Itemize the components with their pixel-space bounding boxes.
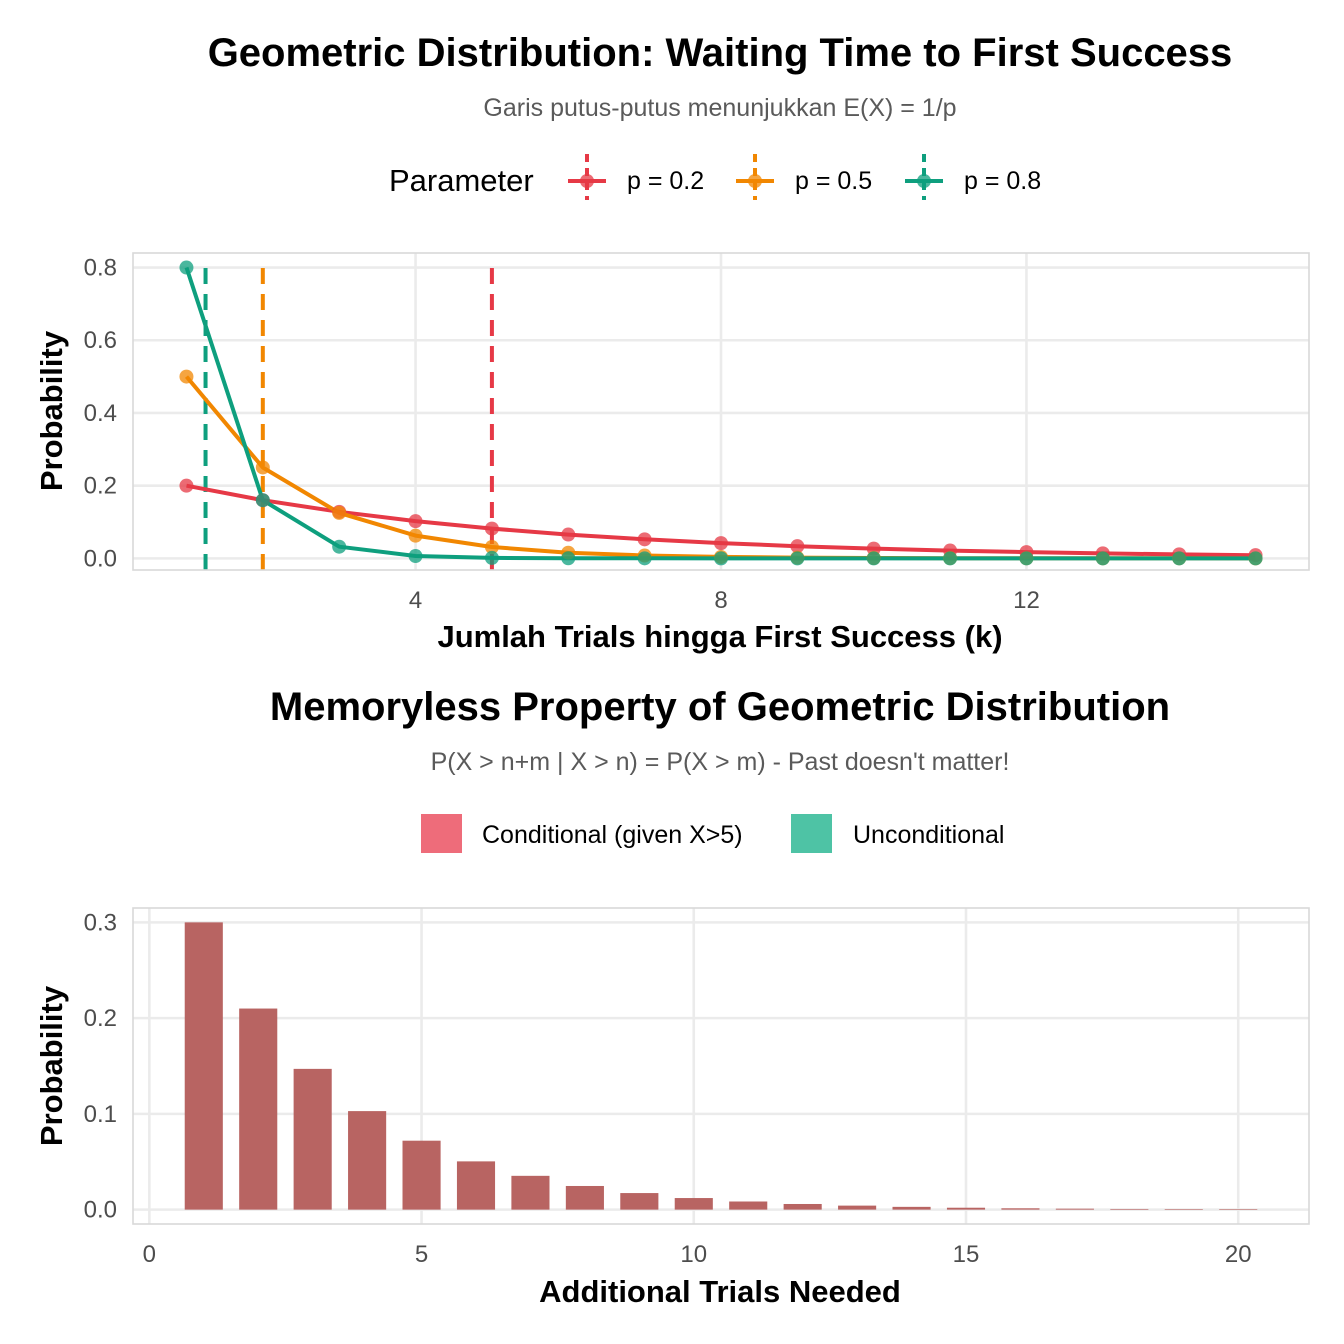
chart1-x-axis-title: Jumlah Trials hingga First Success (k) — [437, 619, 1002, 654]
chart1-point-p-0-2 — [179, 478, 194, 493]
chart2-bar — [293, 1068, 332, 1210]
chart2-bar — [892, 1206, 931, 1210]
chart1-x-tick-label: 12 — [1013, 587, 1040, 614]
chart1-point-p-0-2 — [561, 527, 576, 542]
chart1-axes: 4 8 12 0.0 0.2 0.4 0.6 0.8 — [84, 255, 1040, 614]
chart1-series — [179, 260, 1263, 566]
chart2-bar — [456, 1161, 496, 1210]
chart2-legend-label-conditional-given-x-5: Conditional (given X>5) — [482, 821, 743, 849]
chart1-legend-label-p-0-2: p = 0.2 — [627, 167, 704, 195]
chart1-point-p-0-5 — [332, 505, 347, 520]
chart2-bar — [184, 922, 223, 1210]
chart2-legend-key-unconditional — [791, 814, 832, 853]
chart1-point-p-0-8 — [637, 551, 652, 566]
chart1-point-p-0-2 — [484, 521, 499, 536]
chart1-point-p-0-2 — [790, 539, 805, 554]
chart1-title: Geometric Distribution: Waiting Time to … — [208, 31, 1233, 75]
chart2-bar — [402, 1140, 441, 1210]
chart1-x-tick-label: 4 — [409, 587, 422, 614]
chart1-point-p-0-8 — [1019, 551, 1034, 566]
chart1-point-p-0-5 — [179, 369, 194, 384]
chart1-point-p-0-8 — [1095, 551, 1110, 566]
chart1-point-p-0-8 — [332, 539, 347, 554]
chart2-bar — [239, 1008, 278, 1210]
chart2-bar — [729, 1201, 768, 1210]
chart2-legend: Conditional (given X>5) Unconditional — [421, 814, 1005, 853]
chart2-panel-border — [132, 907, 1310, 1225]
chart2-subtitle: P(X > n+m | X > n) = P(X > m) - Past doe… — [431, 748, 1010, 776]
chart2-bar — [783, 1203, 822, 1210]
chart1-point-p-0-2 — [637, 532, 652, 547]
chart2-bar — [674, 1198, 713, 1210]
chart2-bar — [1164, 1209, 1203, 1210]
chart2-y-tick-label: 0.0 — [84, 1197, 117, 1224]
chart1-grid — [133, 253, 1309, 570]
chart2-legend-key-conditional-given-x-5 — [421, 814, 462, 853]
chart1-legend-key-point-p-0-8 — [917, 174, 931, 188]
chart1-panel-border — [132, 252, 1310, 571]
chart2-bar — [1001, 1208, 1040, 1210]
chart1-point-p-0-8 — [714, 551, 728, 566]
chart1-y-tick-label: 0.6 — [84, 327, 117, 354]
chart1-point-p-0-8 — [408, 549, 423, 564]
chart1-point-p-0-8 — [179, 260, 194, 275]
chart1-x-tick-label: 8 — [714, 587, 727, 614]
chart2-bar — [1055, 1208, 1094, 1210]
chart2-y-tick-label: 0.1 — [84, 1101, 117, 1128]
chart1-subtitle: Garis putus-putus menunjukkan E(X) = 1/p — [483, 94, 956, 122]
chart1-point-p-0-8 — [255, 493, 270, 508]
chart2-x-axis-title: Additional Trials Needed — [539, 1274, 901, 1309]
chart1-point-p-0-8 — [943, 551, 958, 566]
chart2-axes: 0 5 10 15 20 0.0 0.1 0.2 0.3 — [84, 909, 1252, 1268]
chart1-point-p-0-5 — [408, 528, 423, 543]
chart1-y-tick-label: 0.0 — [84, 545, 117, 572]
chart2-bar — [1219, 1209, 1258, 1210]
chart1-point-p-0-2 — [408, 514, 423, 529]
chart1-point-p-0-5 — [484, 539, 499, 554]
chart1-legend-key-point-p-0-5 — [748, 174, 762, 188]
chart1-point-p-0-8 — [1248, 551, 1263, 566]
chart1-legend-key-point-p-0-2 — [580, 174, 594, 188]
chart2-bar — [348, 1111, 387, 1210]
chart2-x-tick-label: 10 — [680, 1241, 707, 1268]
chart1-legend: Parameter p = 0.2 p = 0.5 p = 0.8 — [389, 154, 1041, 200]
chart1-point-p-0-8 — [561, 551, 576, 566]
chart1-legend-label-p-0-8: p = 0.8 — [964, 167, 1041, 195]
chart2-y-tick-label: 0.3 — [84, 909, 117, 936]
chart2-y-tick-label: 0.2 — [84, 1005, 117, 1032]
chart2-x-tick-label: 20 — [1225, 1241, 1252, 1268]
chart2-panel — [132, 907, 1310, 1225]
chart1-legend-label-p-0-5: p = 0.5 — [795, 167, 872, 195]
chart2-bar — [565, 1185, 604, 1210]
chart1-legend-title: Parameter — [389, 163, 534, 198]
chart1-panel — [132, 252, 1310, 571]
chart1-y-tick-label: 0.4 — [84, 400, 117, 427]
chart1-y-tick-label: 0.2 — [84, 473, 117, 500]
chart2-legend-label-unconditional: Unconditional — [853, 821, 1005, 849]
chart1-point-p-0-8 — [1172, 551, 1187, 566]
chart2-bars — [184, 922, 1258, 1210]
chart1-point-p-0-2 — [714, 536, 728, 551]
chart2-x-tick-label: 5 — [415, 1241, 428, 1268]
chart2-title: Memoryless Property of Geometric Distrib… — [270, 685, 1170, 729]
chart1-point-p-0-5 — [255, 460, 270, 475]
chart2-y-axis-title: Probability — [34, 985, 69, 1146]
chart1-point-p-0-8 — [484, 550, 499, 565]
chart2-bar — [511, 1175, 550, 1210]
chart2-bar — [838, 1205, 877, 1210]
chart2-x-tick-label: 15 — [953, 1241, 980, 1268]
chart2-x-tick-label: 0 — [143, 1241, 156, 1268]
chart1-point-p-0-8 — [790, 551, 805, 566]
chart2-bar — [946, 1207, 986, 1210]
chart2-bar — [620, 1193, 659, 1210]
chart2-bar — [1110, 1208, 1149, 1210]
chart1-y-axis-title: Probability — [34, 330, 69, 491]
chart1-y-tick-label: 0.8 — [84, 255, 117, 282]
chart1-point-p-0-8 — [866, 551, 881, 566]
